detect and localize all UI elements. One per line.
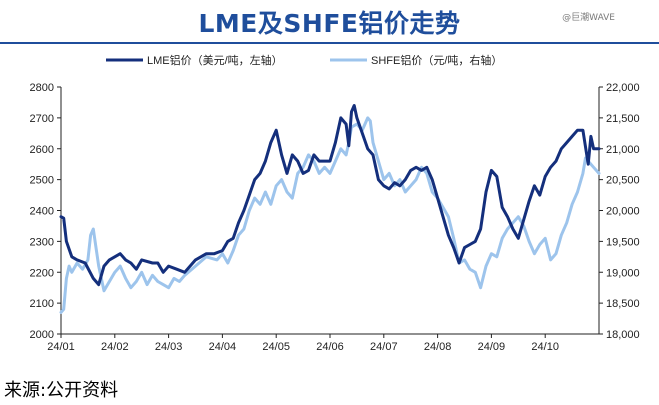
x-tick-label: 24/06 bbox=[316, 341, 344, 353]
y-right-tick-label: 20,500 bbox=[606, 175, 640, 187]
y-right-tick-label: 19,000 bbox=[606, 267, 640, 279]
y-left-tick-label: 2500 bbox=[30, 175, 54, 187]
y-right-tick-label: 18,500 bbox=[606, 298, 640, 310]
x-tick-label: 24/05 bbox=[262, 341, 290, 353]
x-tick-label: 24/07 bbox=[370, 341, 398, 353]
x-tick-label: 24/01 bbox=[47, 341, 75, 353]
y-left-tick-label: 2600 bbox=[30, 144, 54, 156]
y-left-tick-label: 2300 bbox=[30, 236, 54, 248]
chart-svg: LME铝价（美元/吨，左轴） SHFE铝价（元/吨，右轴） 2000 2100 22… bbox=[30, 53, 640, 353]
chart-title: LME及SHFE铝价走势 bbox=[198, 9, 461, 38]
y-left-tick-label: 2200 bbox=[30, 267, 54, 279]
x-tick-label: 24/03 bbox=[155, 341, 183, 353]
x-tick-label: 24/08 bbox=[424, 341, 452, 353]
x-tick-label: 24/10 bbox=[531, 341, 559, 353]
legend-label-lme: LME铝价（美元/吨，左轴） bbox=[147, 53, 283, 67]
y-left-tick-label: 2700 bbox=[30, 113, 54, 125]
y-right-tick-label: 19,500 bbox=[606, 236, 640, 248]
y-left-tick-label: 2000 bbox=[30, 329, 54, 341]
series-line-shfe bbox=[59, 116, 601, 314]
y-right-tick-label: 21,000 bbox=[606, 144, 640, 156]
x-tick-label: 24/04 bbox=[209, 341, 237, 353]
y-left-tick-label: 2800 bbox=[30, 82, 54, 94]
y-left-tick-label: 2100 bbox=[30, 298, 54, 310]
x-tick-label: 24/02 bbox=[101, 341, 129, 353]
x-tick-label: 24/09 bbox=[478, 341, 506, 353]
y-right-tick-label: 21,500 bbox=[606, 113, 640, 125]
source-note: 来源:公开资料 bbox=[4, 380, 119, 401]
legend: LME铝价（美元/吨，左轴） SHFE铝价（元/吨，右轴） bbox=[106, 53, 502, 67]
title-divider bbox=[0, 42, 659, 44]
series-line-lme bbox=[59, 104, 601, 287]
y-left-tick-label: 2400 bbox=[30, 206, 54, 218]
y-right-tick-label: 22,000 bbox=[606, 82, 640, 94]
series-layer bbox=[59, 104, 601, 314]
legend-label-shfe: SHFE铝价（元/吨，右轴） bbox=[371, 53, 502, 67]
y-right-tick-label: 18,000 bbox=[606, 329, 640, 341]
watermark: @巨潮WAVE bbox=[562, 13, 615, 23]
axes: 2000 2100 2200 2300 2400 2500 2600 2700 2800 18,0… bbox=[30, 82, 640, 353]
y-right-tick-label: 20,000 bbox=[606, 206, 640, 218]
